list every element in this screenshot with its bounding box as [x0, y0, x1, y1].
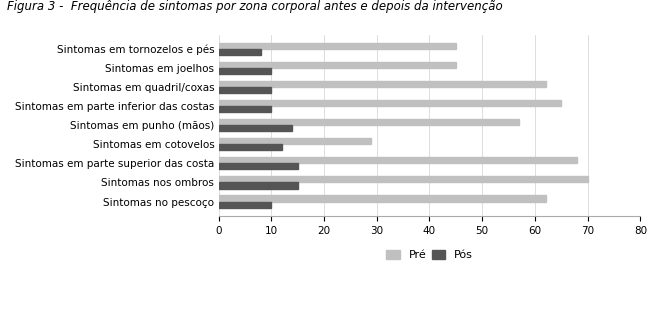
Bar	[218, 164, 298, 169]
Bar	[218, 106, 271, 112]
Bar	[218, 201, 271, 208]
Bar	[218, 100, 561, 106]
Bar	[218, 196, 545, 201]
Bar	[218, 81, 545, 87]
Bar	[218, 138, 371, 144]
Bar	[218, 157, 577, 164]
Bar	[218, 43, 456, 49]
Legend: Pré, Pós: Pré, Pós	[382, 245, 477, 265]
Text: Figura 3 -  Frequência de sintomas por zona corporal antes e depois da intervenç: Figura 3 - Frequência de sintomas por zo…	[7, 0, 502, 13]
Bar	[218, 87, 271, 93]
Bar	[218, 144, 282, 150]
Bar	[218, 125, 293, 131]
Bar	[218, 49, 261, 55]
Bar	[218, 119, 519, 125]
Bar	[218, 182, 298, 189]
Bar	[218, 68, 271, 74]
Bar	[218, 62, 456, 68]
Bar	[218, 176, 588, 182]
